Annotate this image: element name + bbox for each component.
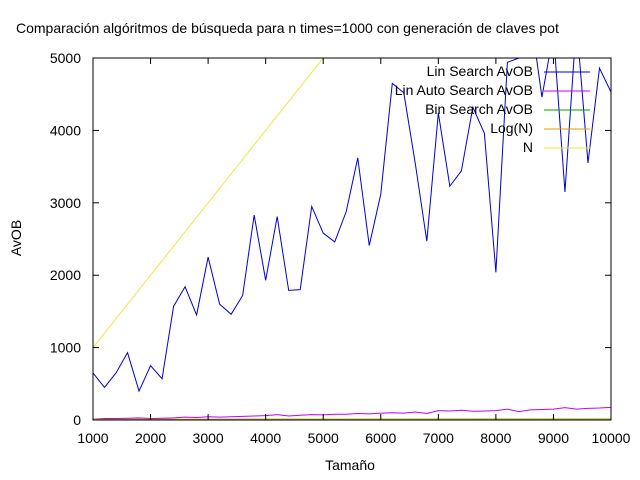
- legend-label-4: N: [523, 139, 533, 155]
- series-line-4: [93, 58, 324, 348]
- x-tick-label-2: 3000: [193, 430, 224, 446]
- y-tick-label-0: 0: [73, 412, 81, 428]
- y-tick-label-1: 1000: [50, 340, 81, 356]
- x-tick-label-7: 8000: [480, 430, 511, 446]
- legend-label-0: Lin Search AvOB: [427, 63, 533, 79]
- chart-title: Comparación algóritmos de búsqueda para …: [16, 20, 559, 36]
- legend: Lin Search AvOB Lin Auto Search AvOB Bin S…: [395, 63, 590, 155]
- x-tick-label-3: 4000: [250, 430, 281, 446]
- x-tick-label-5: 6000: [365, 430, 396, 446]
- y-tick-label-5: 5000: [50, 50, 81, 66]
- y-tick-label-2: 2000: [50, 267, 81, 283]
- x-tick-label-4: 5000: [308, 430, 339, 446]
- legend-label-1: Lin Auto Search AvOB: [395, 82, 533, 98]
- plot-frame: [92, 57, 612, 421]
- x-tick-label-9: 10000: [592, 430, 631, 446]
- legend-label-2: Bin Search AvOB: [425, 101, 533, 117]
- x-tick-label-0: 1000: [77, 430, 108, 446]
- x-axis-label: Tamaño: [325, 457, 375, 473]
- x-tick-label-8: 9000: [538, 430, 569, 446]
- y-tick-label-3: 3000: [50, 195, 81, 211]
- y-axis-label: AvOB: [8, 220, 24, 256]
- series-line-0: [93, 58, 611, 393]
- series-line-1: [93, 406, 611, 420]
- x-tick-label-6: 7000: [423, 430, 454, 446]
- legend-label-3: Log(N): [490, 120, 533, 136]
- x-tick-label-1: 2000: [135, 430, 166, 446]
- y-tick-label-4: 4000: [50, 122, 81, 138]
